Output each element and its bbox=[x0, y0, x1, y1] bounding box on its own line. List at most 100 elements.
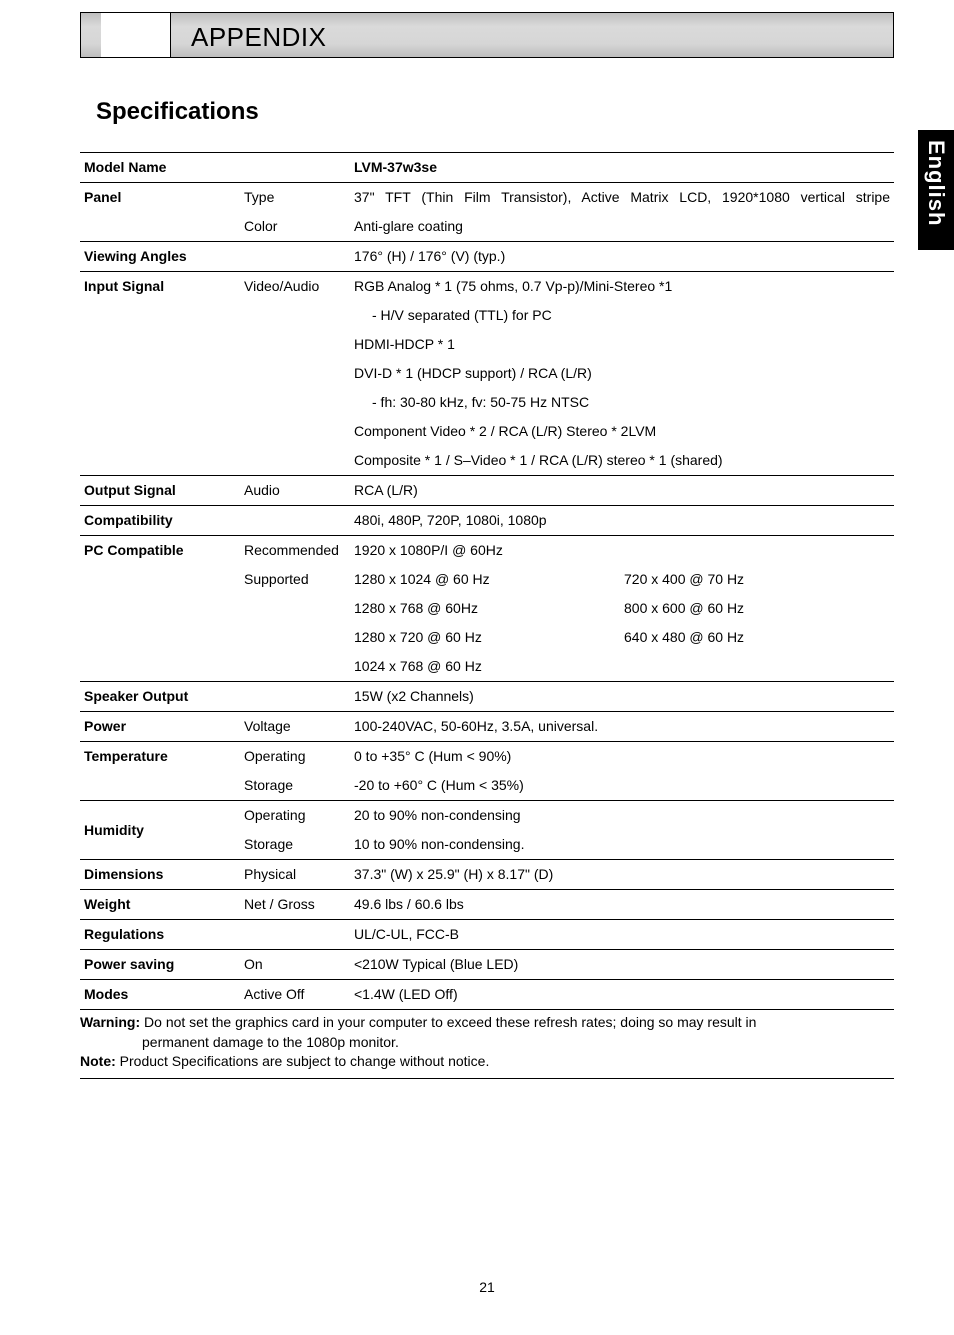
spec-value: <1.4W (LED Off) bbox=[350, 980, 894, 1010]
table-row: 1024 x 768 @ 60 Hz bbox=[80, 652, 894, 682]
spec-label: PC Compatible bbox=[80, 536, 240, 566]
spec-sublabel: Type bbox=[240, 183, 350, 213]
note-text: Product Specifications are subject to ch… bbox=[116, 1053, 490, 1069]
spec-value: 640 x 480 @ 60 Hz bbox=[620, 623, 894, 652]
table-row: Regulations UL/C-UL, FCC-B bbox=[80, 920, 894, 950]
spec-label: Weight bbox=[80, 890, 240, 920]
spec-label: Viewing Angles bbox=[80, 242, 240, 272]
language-tab: English bbox=[918, 130, 954, 250]
table-row: Speaker Output 15W (x2 Channels) bbox=[80, 682, 894, 712]
spec-sublabel: On bbox=[240, 950, 350, 980]
table-row: HDMI-HDCP * 1 bbox=[80, 330, 894, 359]
table-row: Power Voltage 100-240VAC, 50-60Hz, 3.5A,… bbox=[80, 712, 894, 742]
input-line: - H/V separated (TTL) for PC bbox=[354, 305, 552, 326]
spec-label: Output Signal bbox=[80, 476, 240, 506]
header-title: APPENDIX bbox=[191, 22, 327, 53]
spec-value: <210W Typical (Blue LED) bbox=[350, 950, 894, 980]
page-number: 21 bbox=[80, 1279, 894, 1295]
table-row: Component Video * 2 / RCA (L/R) Stereo *… bbox=[80, 417, 894, 446]
spec-sublabel: Color bbox=[240, 212, 350, 242]
spec-value: 720 x 400 @ 70 Hz bbox=[620, 565, 894, 594]
spec-value: UL/C-UL, FCC-B bbox=[350, 920, 894, 950]
page: APPENDIX English Specifications Model Na… bbox=[0, 0, 954, 1335]
spec-value: 15W (x2 Channels) bbox=[350, 682, 894, 712]
spec-sublabel: Storage bbox=[240, 830, 350, 860]
section-heading: Specifications bbox=[96, 98, 894, 126]
table-row: Compatibility 480i, 480P, 720P, 1080i, 1… bbox=[80, 506, 894, 536]
spec-sublabel bbox=[240, 153, 350, 183]
warning-text-2: permanent damage to the 1080p monitor. bbox=[80, 1033, 894, 1053]
table-row: - fh: 30-80 kHz, fv: 50-75 Hz NTSC bbox=[80, 388, 894, 417]
table-row: PC Compatible Recommended 1920 x 1080P/I… bbox=[80, 536, 894, 566]
table-row: 1280 x 768 @ 60Hz 800 x 600 @ 60 Hz bbox=[80, 594, 894, 623]
spec-value: HDMI-HDCP * 1 bbox=[350, 330, 894, 359]
spec-sublabel: Audio bbox=[240, 476, 350, 506]
spec-value: - fh: 30-80 kHz, fv: 50-75 Hz NTSC bbox=[350, 388, 894, 417]
spec-label: Input Signal bbox=[80, 272, 240, 302]
spec-value: 480i, 480P, 720P, 1080i, 1080p bbox=[350, 506, 894, 536]
spec-value: Composite * 1 / S–Video * 1 / RCA (L/R) … bbox=[350, 446, 894, 476]
warning-text-1: Do not set the graphics card in your com… bbox=[140, 1014, 756, 1030]
spec-value: 1280 x 1024 @ 60 Hz bbox=[350, 565, 620, 594]
spec-label: Panel bbox=[80, 183, 240, 213]
spec-value: 37" TFT (Thin Film Transistor), Active M… bbox=[350, 183, 894, 213]
spec-value: -20 to +60° C (Hum < 35%) bbox=[350, 771, 894, 801]
spec-value: Component Video * 2 / RCA (L/R) Stereo *… bbox=[350, 417, 894, 446]
spec-sublabel: Voltage bbox=[240, 712, 350, 742]
spec-label: Power bbox=[80, 712, 240, 742]
spec-value: RGB Analog * 1 (75 ohms, 0.7 Vp-p)/Mini-… bbox=[350, 272, 894, 302]
header-tab bbox=[101, 13, 171, 57]
spec-table: Model Name LVM-37w3se Panel Type 37" TFT… bbox=[80, 152, 894, 1009]
table-row: Temperature Operating 0 to +35° C (Hum <… bbox=[80, 742, 894, 772]
spec-value: 100-240VAC, 50-60Hz, 3.5A, universal. bbox=[350, 712, 894, 742]
spec-sublabel: Supported bbox=[240, 565, 350, 594]
spec-value: 176° (H) / 176° (V) (typ.) bbox=[350, 242, 894, 272]
spec-sublabel: Operating bbox=[240, 742, 350, 772]
spec-label: Power saving bbox=[80, 950, 240, 980]
spec-value: 20 to 90% non-condensing bbox=[350, 801, 894, 831]
table-row: Color Anti-glare coating bbox=[80, 212, 894, 242]
table-row: Output Signal Audio RCA (L/R) bbox=[80, 476, 894, 506]
spec-label: Speaker Output bbox=[80, 682, 240, 712]
spec-value: 1280 x 768 @ 60Hz bbox=[350, 594, 620, 623]
table-row: Model Name LVM-37w3se bbox=[80, 153, 894, 183]
table-row: Input Signal Video/Audio RGB Analog * 1 … bbox=[80, 272, 894, 302]
table-row: Dimensions Physical 37.3" (W) x 25.9" (H… bbox=[80, 860, 894, 890]
spec-value: 1280 x 720 @ 60 Hz bbox=[350, 623, 620, 652]
warning-line: Warning: Do not set the graphics card in… bbox=[80, 1013, 894, 1033]
table-row: Power saving On <210W Typical (Blue LED) bbox=[80, 950, 894, 980]
model-name-value: LVM-37w3se bbox=[354, 159, 437, 175]
spec-value: 1920 x 1080P/I @ 60Hz bbox=[350, 536, 894, 566]
spec-value: DVI-D * 1 (HDCP support) / RCA (L/R) bbox=[350, 359, 894, 388]
spec-value: - H/V separated (TTL) for PC bbox=[350, 301, 894, 330]
spec-value: 0 to +35° C (Hum < 90%) bbox=[350, 742, 894, 772]
table-row: Humidity Operating 20 to 90% non-condens… bbox=[80, 801, 894, 831]
table-row: Storage -20 to +60° C (Hum < 35%) bbox=[80, 771, 894, 801]
table-row: Composite * 1 / S–Video * 1 / RCA (L/R) … bbox=[80, 446, 894, 476]
spec-label: Compatibility bbox=[80, 506, 240, 536]
spec-value: 37.3" (W) x 25.9" (H) x 8.17" (D) bbox=[350, 860, 894, 890]
spec-sublabel: Active Off bbox=[240, 980, 350, 1010]
spec-value: RCA (L/R) bbox=[350, 476, 894, 506]
table-row: Panel Type 37" TFT (Thin Film Transistor… bbox=[80, 183, 894, 213]
spec-label: Temperature bbox=[80, 742, 240, 772]
input-line: - fh: 30-80 kHz, fv: 50-75 Hz NTSC bbox=[354, 392, 589, 413]
warning-label: Warning: bbox=[80, 1014, 140, 1030]
table-row: 1280 x 720 @ 60 Hz 640 x 480 @ 60 Hz bbox=[80, 623, 894, 652]
spec-label: Humidity bbox=[80, 801, 240, 860]
table-row: - H/V separated (TTL) for PC bbox=[80, 301, 894, 330]
table-row: Supported 1280 x 1024 @ 60 Hz 720 x 400 … bbox=[80, 565, 894, 594]
spec-sublabel: Recommended bbox=[240, 536, 350, 566]
spec-sublabel: Net / Gross bbox=[240, 890, 350, 920]
spec-value: 10 to 90% non-condensing. bbox=[350, 830, 894, 860]
spec-label: Model Name bbox=[80, 153, 240, 183]
spec-value: 1024 x 768 @ 60 Hz bbox=[350, 652, 620, 682]
spec-label: Dimensions bbox=[80, 860, 240, 890]
header-banner: APPENDIX bbox=[80, 12, 894, 58]
spec-sublabel: Operating bbox=[240, 801, 350, 831]
spec-value: Anti-glare coating bbox=[350, 212, 894, 242]
note-label: Note: bbox=[80, 1053, 116, 1069]
spec-value: 800 x 600 @ 60 Hz bbox=[620, 594, 894, 623]
spec-sublabel: Physical bbox=[240, 860, 350, 890]
spec-sublabel: Storage bbox=[240, 771, 350, 801]
